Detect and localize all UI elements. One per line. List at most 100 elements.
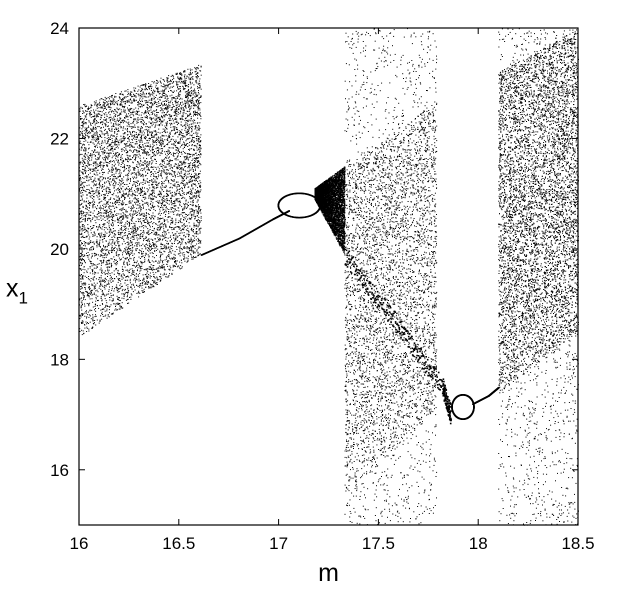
data-point <box>120 300 121 301</box>
data-point <box>99 190 100 191</box>
data-point <box>113 98 114 99</box>
data-point <box>105 120 106 121</box>
data-point <box>118 124 119 125</box>
data-point <box>134 147 135 148</box>
data-point <box>90 226 91 227</box>
data-point <box>155 87 156 88</box>
data-point <box>197 160 198 161</box>
data-point <box>185 203 186 204</box>
data-point <box>130 132 131 133</box>
data-point <box>144 213 145 214</box>
data-point <box>90 132 91 133</box>
data-point <box>140 267 141 268</box>
data-point <box>156 152 157 153</box>
data-point <box>109 156 110 157</box>
data-point <box>128 195 129 196</box>
data-point <box>172 97 173 98</box>
data-point <box>173 143 174 144</box>
data-point <box>93 199 94 200</box>
data-point <box>133 150 134 151</box>
data-point <box>174 259 175 260</box>
data-point <box>81 212 82 213</box>
data-point <box>109 232 110 233</box>
data-point <box>80 141 81 142</box>
data-point <box>105 316 106 317</box>
data-point <box>122 222 123 223</box>
data-point <box>130 282 131 283</box>
data-point <box>166 87 167 88</box>
data-point <box>155 102 156 103</box>
data-point <box>124 198 125 199</box>
data-point <box>81 254 82 255</box>
data-point <box>186 182 187 183</box>
data-point <box>92 314 93 315</box>
data-point <box>112 241 113 242</box>
data-point <box>194 211 195 212</box>
data-point <box>115 111 116 112</box>
data-point <box>121 109 122 110</box>
data-point <box>132 140 133 141</box>
data-point <box>141 254 142 255</box>
data-point <box>121 197 122 198</box>
data-point <box>164 167 165 168</box>
data-point <box>125 235 126 236</box>
data-point <box>116 96 117 97</box>
data-point <box>165 199 166 200</box>
data-point <box>164 131 165 132</box>
data-point <box>122 238 123 239</box>
data-point <box>187 184 188 185</box>
data-point <box>96 168 97 169</box>
data-point <box>168 81 169 82</box>
data-point <box>128 242 129 243</box>
data-point <box>177 142 178 143</box>
data-point <box>132 205 133 206</box>
data-point <box>142 263 143 264</box>
data-point <box>154 145 155 146</box>
data-point <box>127 179 128 180</box>
data-point <box>99 179 100 180</box>
data-point <box>197 123 198 124</box>
data-point <box>160 257 161 258</box>
data-point <box>194 164 195 165</box>
data-point <box>195 170 196 171</box>
data-point <box>92 236 93 237</box>
data-point <box>96 128 97 129</box>
data-point <box>128 277 129 278</box>
data-point <box>118 219 119 220</box>
data-point <box>138 221 139 222</box>
data-point <box>109 184 110 185</box>
data-point <box>126 97 127 98</box>
data-point <box>86 212 87 213</box>
data-point <box>101 201 102 202</box>
data-point <box>88 156 89 157</box>
data-point <box>164 181 165 182</box>
data-point <box>173 181 174 182</box>
data-point <box>137 137 138 138</box>
data-point <box>139 226 140 227</box>
data-point <box>123 216 124 217</box>
data-point <box>96 138 97 139</box>
data-point <box>112 206 113 207</box>
data-point <box>125 101 126 102</box>
data-point <box>108 140 109 141</box>
data-point <box>158 176 159 177</box>
data-point <box>141 117 142 118</box>
data-point <box>138 171 139 172</box>
data-point <box>139 146 140 147</box>
data-point <box>148 87 149 88</box>
data-point <box>127 264 128 265</box>
data-point <box>153 140 154 141</box>
data-point <box>134 172 135 173</box>
data-point <box>160 238 161 239</box>
data-point <box>117 119 118 120</box>
data-point <box>146 113 147 114</box>
data-point <box>176 129 177 130</box>
data-point <box>140 91 141 92</box>
data-point <box>181 175 182 176</box>
data-point <box>155 182 156 183</box>
data-point <box>196 94 197 95</box>
data-point <box>170 266 171 267</box>
data-point <box>178 266 179 267</box>
data-point <box>174 211 175 212</box>
data-point <box>125 128 126 129</box>
